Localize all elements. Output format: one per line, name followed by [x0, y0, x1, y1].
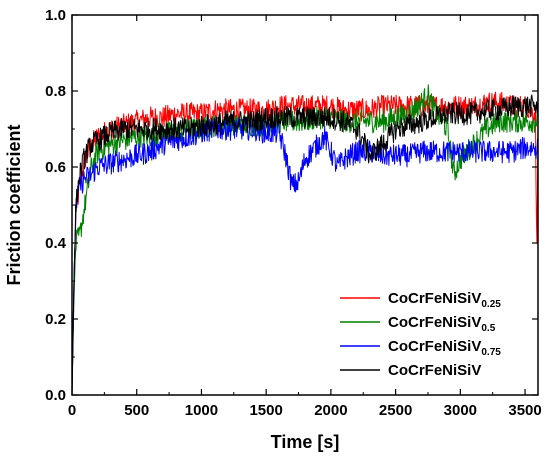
x-axis-title: Time [s]: [271, 432, 340, 452]
series-line-3: [72, 94, 538, 395]
x-tick-label: 2000: [314, 402, 347, 419]
y-axis: 0.0 0.2 0.4 0.6 0.8 1.0: [45, 7, 538, 404]
series-line-2: [72, 117, 538, 395]
legend-label-3: CoCrFeNiSiV: [388, 362, 481, 379]
series-layer: [72, 84, 538, 395]
legend-label-2: CoCrFeNiSiV0.75: [388, 338, 501, 358]
y-axis-title: Friction coefficient: [4, 124, 24, 285]
x-tick-label: 0: [68, 402, 76, 419]
x-axis: 0 500 1000 1500 2000 2500 3000 3500: [68, 15, 542, 419]
x-tick-label: 2500: [379, 402, 412, 419]
x-tick-label: 1500: [249, 402, 282, 419]
y-tick-label: 0.6: [45, 159, 66, 176]
y-tick-label: 0.0: [45, 387, 66, 404]
x-tick-label: 500: [124, 402, 149, 419]
legend-label-1: CoCrFeNiSiV0.5: [388, 314, 496, 334]
y-tick-label: 0.2: [45, 311, 66, 328]
x-tick-label: 1000: [185, 402, 218, 419]
x-tick-label: 3000: [444, 402, 477, 419]
x-tick-label: 3500: [508, 402, 541, 419]
legend-label-0: CoCrFeNiSiV0.25: [388, 290, 501, 310]
series-line-1: [72, 84, 538, 395]
y-tick-label: 1.0: [45, 7, 66, 24]
legend: CoCrFeNiSiV0.25 CoCrFeNiSiV0.5 CoCrFeNiSiV…: [340, 290, 501, 379]
y-tick-label: 0.4: [45, 235, 67, 252]
y-tick-label: 0.8: [45, 83, 66, 100]
